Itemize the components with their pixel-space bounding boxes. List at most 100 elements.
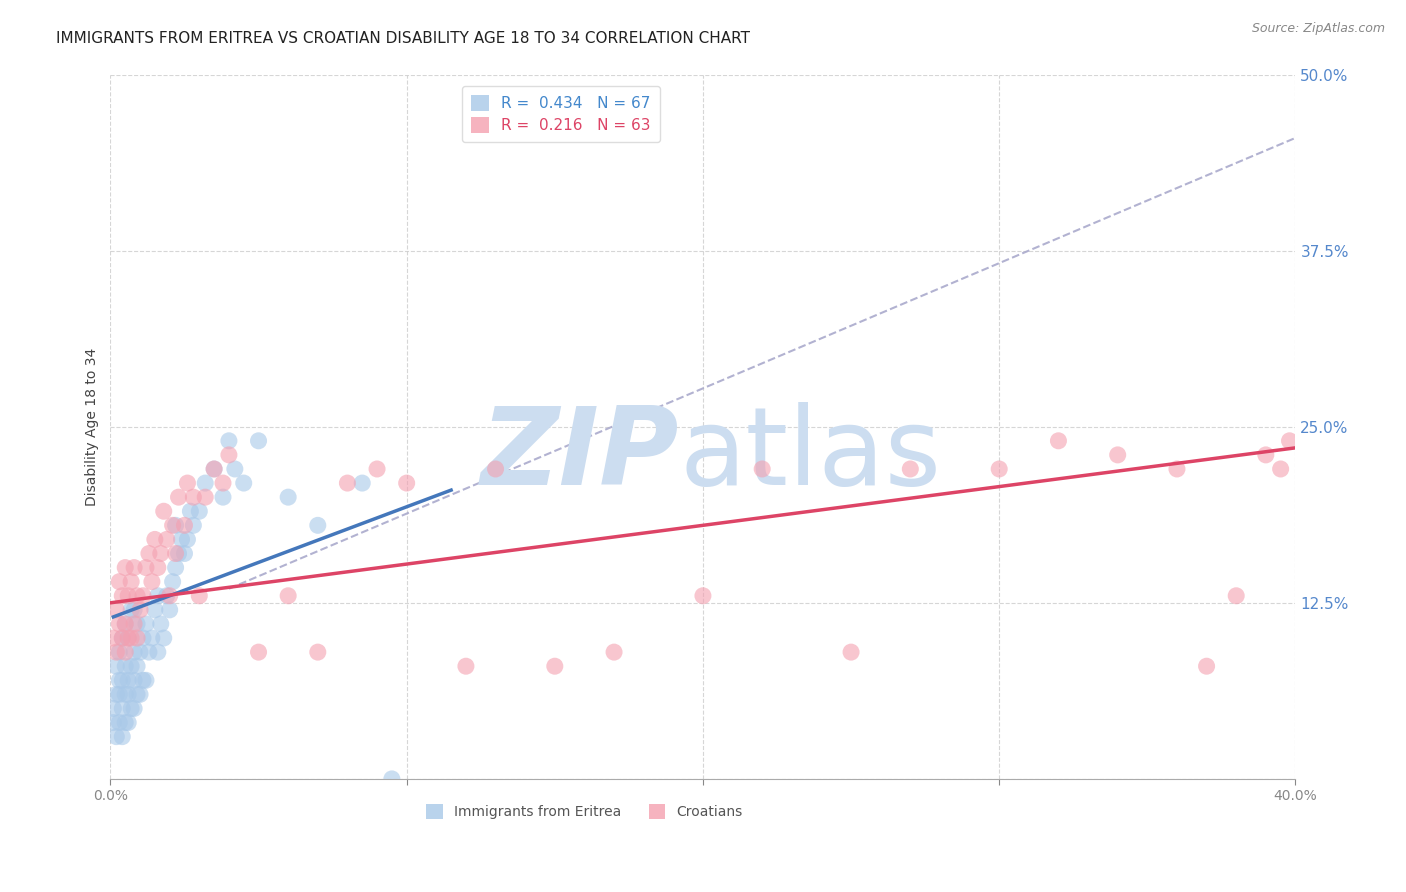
Point <box>218 448 240 462</box>
Point <box>103 631 125 645</box>
Point <box>170 533 193 547</box>
Point <box>188 504 211 518</box>
Point <box>1225 589 1247 603</box>
Point <box>247 645 270 659</box>
Point <box>108 687 131 701</box>
Text: atlas: atlas <box>679 402 941 508</box>
Point <box>111 589 134 603</box>
Point <box>105 730 128 744</box>
Point <box>129 603 152 617</box>
Point <box>114 715 136 730</box>
Point <box>120 603 142 617</box>
Point <box>352 476 374 491</box>
Point <box>114 560 136 574</box>
Text: Source: ZipAtlas.com: Source: ZipAtlas.com <box>1251 22 1385 36</box>
Point <box>167 547 190 561</box>
Point <box>162 574 184 589</box>
Point <box>117 589 139 603</box>
Point <box>122 701 145 715</box>
Point <box>1107 448 1129 462</box>
Point <box>135 616 157 631</box>
Point <box>108 574 131 589</box>
Point <box>117 631 139 645</box>
Point <box>183 518 205 533</box>
Point <box>149 547 172 561</box>
Point <box>108 645 131 659</box>
Point <box>179 504 201 518</box>
Point <box>152 504 174 518</box>
Point <box>122 673 145 688</box>
Point <box>146 589 169 603</box>
Point <box>120 659 142 673</box>
Point <box>218 434 240 448</box>
Point <box>120 631 142 645</box>
Point <box>202 462 225 476</box>
Point <box>125 659 148 673</box>
Point <box>141 574 163 589</box>
Point <box>117 631 139 645</box>
Point <box>117 715 139 730</box>
Y-axis label: Disability Age 18 to 34: Disability Age 18 to 34 <box>86 348 100 506</box>
Point <box>143 603 166 617</box>
Point <box>176 533 198 547</box>
Point <box>277 490 299 504</box>
Point <box>366 462 388 476</box>
Point <box>117 687 139 701</box>
Point <box>105 687 128 701</box>
Point <box>202 462 225 476</box>
Point <box>108 616 131 631</box>
Point <box>156 533 179 547</box>
Point <box>125 589 148 603</box>
Point <box>122 645 145 659</box>
Point <box>603 645 626 659</box>
Point <box>125 616 148 631</box>
Point <box>138 645 160 659</box>
Point <box>1047 434 1070 448</box>
Point <box>114 616 136 631</box>
Point <box>188 589 211 603</box>
Point <box>105 645 128 659</box>
Point <box>1166 462 1188 476</box>
Point <box>183 490 205 504</box>
Point <box>751 462 773 476</box>
Point <box>143 533 166 547</box>
Point <box>132 673 155 688</box>
Point <box>146 560 169 574</box>
Point <box>165 518 187 533</box>
Point <box>111 673 134 688</box>
Point <box>111 730 134 744</box>
Point <box>103 715 125 730</box>
Point <box>135 560 157 574</box>
Point <box>122 603 145 617</box>
Point <box>108 673 131 688</box>
Point <box>108 715 131 730</box>
Point <box>898 462 921 476</box>
Point <box>105 603 128 617</box>
Point <box>1278 434 1301 448</box>
Point <box>120 574 142 589</box>
Point <box>141 631 163 645</box>
Point <box>125 631 148 645</box>
Point <box>152 631 174 645</box>
Point <box>159 603 181 617</box>
Point <box>111 631 134 645</box>
Point <box>129 645 152 659</box>
Point <box>138 547 160 561</box>
Point <box>454 659 477 673</box>
Point <box>194 476 217 491</box>
Point <box>129 687 152 701</box>
Point <box>1195 659 1218 673</box>
Text: IMMIGRANTS FROM ERITREA VS CROATIAN DISABILITY AGE 18 TO 34 CORRELATION CHART: IMMIGRANTS FROM ERITREA VS CROATIAN DISA… <box>56 31 751 46</box>
Point <box>114 645 136 659</box>
Point <box>122 560 145 574</box>
Point <box>165 547 187 561</box>
Point <box>117 673 139 688</box>
Point <box>114 687 136 701</box>
Point <box>165 560 187 574</box>
Legend: Immigrants from Eritrea, Croatians: Immigrants from Eritrea, Croatians <box>420 799 748 825</box>
Point <box>277 589 299 603</box>
Point <box>122 616 145 631</box>
Point <box>125 687 148 701</box>
Point <box>1254 448 1277 462</box>
Point <box>159 589 181 603</box>
